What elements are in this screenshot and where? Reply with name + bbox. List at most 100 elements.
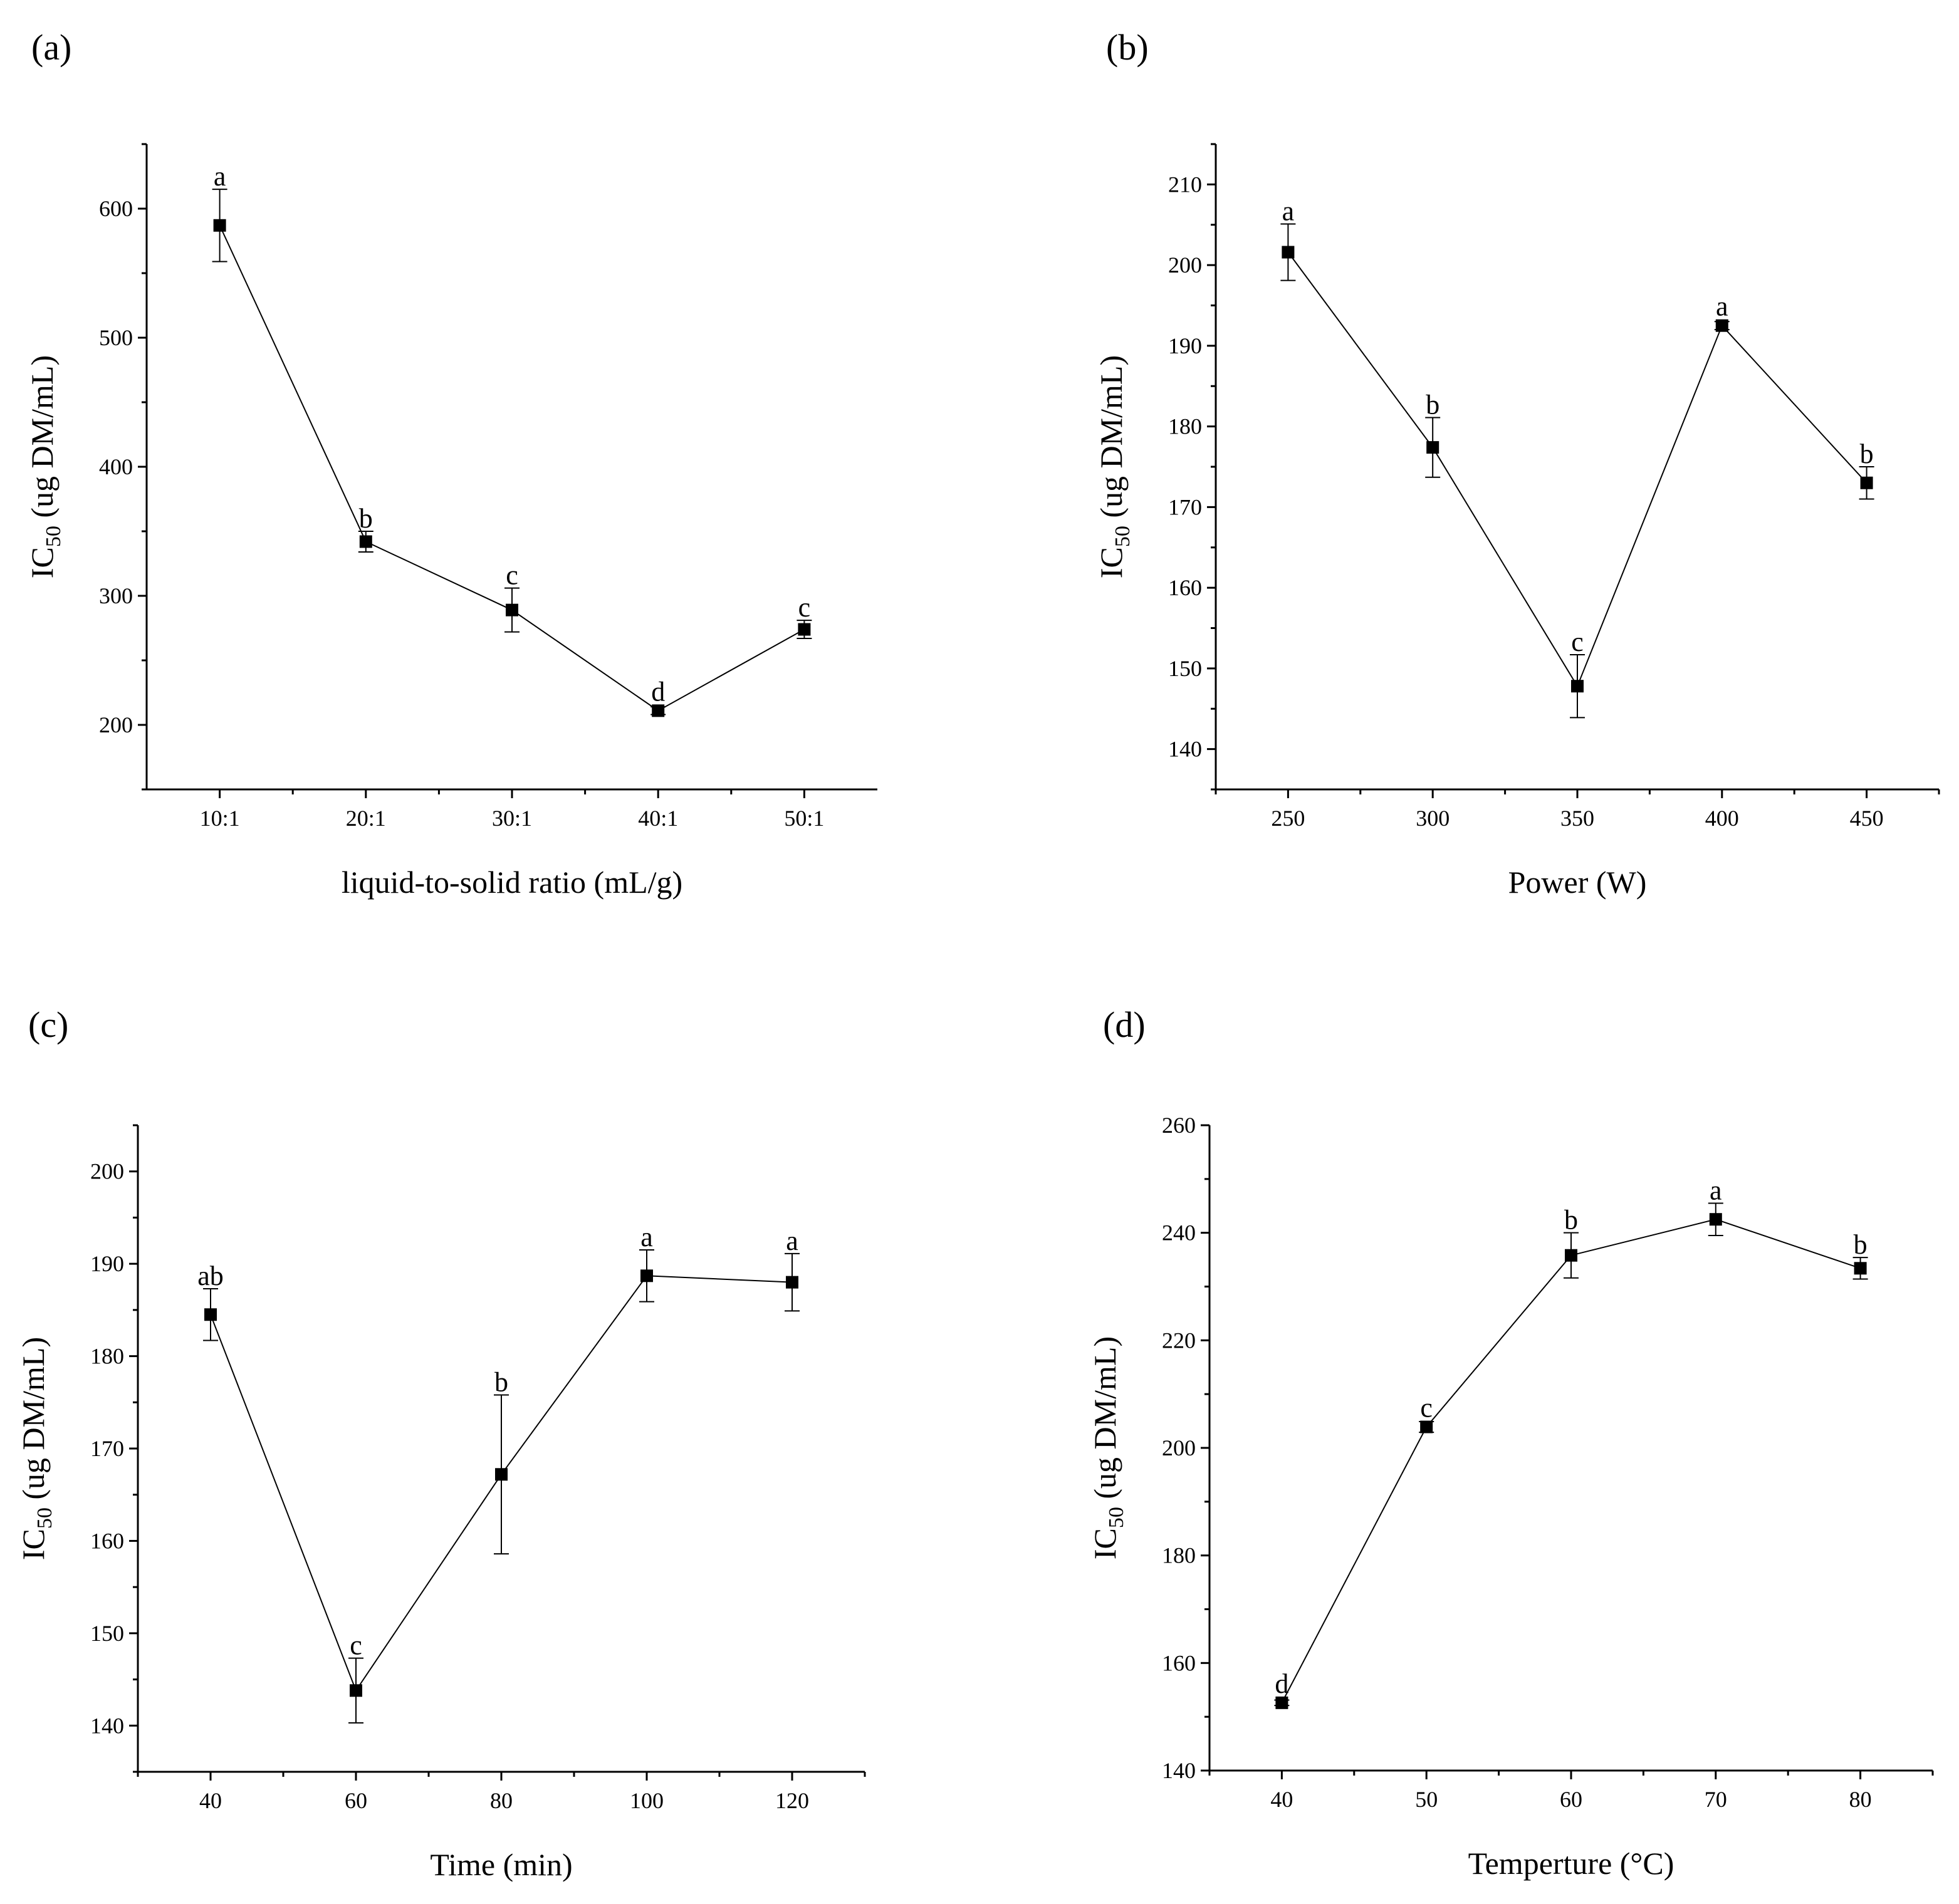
significance-letter: b — [494, 1366, 508, 1397]
y-tick-label: 180 — [90, 1344, 124, 1369]
line — [1287, 251, 1868, 688]
marker — [350, 1684, 362, 1697]
y-title-rest: (ug DM/mL) — [16, 1337, 51, 1507]
y-title-sub: 50 — [42, 526, 65, 547]
y-tick-label: 140 — [1168, 737, 1202, 762]
y-tick-label: 200 — [99, 712, 133, 737]
significance-letter: ab — [197, 1261, 224, 1291]
y-tick-label: 400 — [99, 454, 133, 479]
x-axis-title: Time (min) — [430, 1847, 572, 1882]
y-title-rest: (ug DM/mL) — [24, 355, 60, 526]
marker — [1854, 1262, 1867, 1275]
x-tick-label: 40 — [1270, 1787, 1293, 1812]
y-tick-label: 170 — [1168, 494, 1202, 519]
y-tick-label: 200 — [90, 1159, 124, 1184]
y-tick-label: 160 — [1162, 1650, 1196, 1675]
y-tick-label: 260 — [1162, 1113, 1196, 1138]
y-title-main: IC — [1087, 1528, 1122, 1559]
x-tick-label: 10:1 — [200, 806, 240, 831]
significance-letter: a — [640, 1222, 653, 1252]
significance-letter: c — [350, 1630, 362, 1661]
panel-label: (b) — [1106, 27, 1149, 68]
significance-letter: b — [1860, 439, 1874, 469]
x-tick-label: 30:1 — [492, 806, 532, 831]
y-tick-label: 210 — [1168, 172, 1202, 197]
marker — [204, 1308, 217, 1321]
y-tick-label: 200 — [1168, 252, 1202, 278]
x-tick-label: 40 — [199, 1788, 222, 1813]
significance-letter: d — [1275, 1668, 1288, 1699]
x-tick-label: 70 — [1705, 1787, 1727, 1812]
significance-letter: a — [1282, 195, 1295, 226]
y-tick-label: 150 — [90, 1621, 124, 1646]
significance-letter: a — [1710, 1175, 1722, 1205]
marker — [786, 1276, 798, 1289]
marker — [1275, 1696, 1288, 1709]
x-tick-label: 400 — [1705, 806, 1739, 831]
y-tick-label: 170 — [90, 1436, 124, 1461]
y-axis-title: IC50 (ug DM/mL) — [1087, 1336, 1128, 1559]
marker — [1420, 1420, 1433, 1433]
x-tick-label: 250 — [1271, 806, 1305, 831]
x-tick-label: 100 — [630, 1788, 664, 1813]
significance-letter: b — [1564, 1205, 1578, 1236]
marker — [506, 603, 518, 616]
y-tick-label: 180 — [1168, 414, 1202, 439]
x-tick-label: 80 — [490, 1788, 513, 1813]
significance-letter: a — [1716, 291, 1728, 322]
significance-letter: c — [1420, 1393, 1433, 1423]
significance-letter: b — [1854, 1229, 1868, 1260]
x-axis-title: Power (W) — [1508, 865, 1647, 900]
x-axis-title: liquid-to-solid ratio (mL/g) — [342, 865, 682, 900]
y-tick-label: 600 — [99, 196, 133, 221]
y-tick-label: 240 — [1162, 1220, 1196, 1246]
marker — [1715, 319, 1728, 332]
y-tick-label: 160 — [1168, 575, 1202, 600]
significance-letter: c — [798, 592, 811, 623]
y-tick-label: 300 — [99, 583, 133, 608]
marker — [798, 623, 811, 636]
marker — [1426, 441, 1439, 454]
significance-letter: a — [786, 1225, 798, 1256]
panel-label: (d) — [1103, 1004, 1146, 1045]
x-tick-label: 60 — [345, 1788, 367, 1813]
x-tick-label: 450 — [1850, 806, 1884, 831]
y-title-main: IC — [1094, 547, 1129, 578]
marker — [1860, 476, 1873, 489]
y-tick-label: 160 — [90, 1528, 124, 1553]
y-tick-label: 200 — [1162, 1435, 1196, 1460]
x-tick-label: 80 — [1849, 1787, 1872, 1812]
marker — [1282, 246, 1295, 259]
y-axis-title: IC50 (ug DM/mL) — [24, 355, 65, 578]
significance-letter: c — [506, 560, 518, 591]
y-tick-label: 140 — [90, 1713, 124, 1738]
significance-letter: b — [1426, 389, 1439, 420]
y-tick-label: 150 — [1168, 656, 1202, 681]
marker — [359, 535, 372, 548]
y-title-rest: (ug DM/mL) — [1094, 355, 1129, 526]
x-tick-label: 50:1 — [784, 806, 824, 831]
y-tick-label: 190 — [90, 1251, 124, 1276]
significance-letter: b — [359, 503, 373, 534]
x-axis-title: Temperture (°C) — [1468, 1846, 1674, 1881]
y-title-sub: 50 — [1105, 1507, 1128, 1528]
marker — [213, 219, 226, 232]
marker — [495, 1468, 508, 1481]
marker — [1709, 1213, 1722, 1226]
significance-letter: d — [651, 676, 665, 707]
significance-letter: a — [214, 161, 226, 192]
marker — [1565, 1249, 1577, 1262]
y-title-main: IC — [24, 547, 60, 578]
x-tick-label: 350 — [1560, 806, 1594, 831]
y-tick-label: 190 — [1168, 333, 1202, 358]
x-tick-label: 120 — [775, 1788, 809, 1813]
line — [1281, 1219, 1861, 1704]
x-tick-label: 20:1 — [346, 806, 386, 831]
y-tick-label: 500 — [99, 325, 133, 350]
x-tick-label: 40:1 — [638, 806, 678, 831]
marker — [640, 1269, 653, 1282]
x-tick-label: 300 — [1416, 806, 1450, 831]
y-title-sub: 50 — [33, 1507, 56, 1529]
marker — [1571, 680, 1584, 693]
